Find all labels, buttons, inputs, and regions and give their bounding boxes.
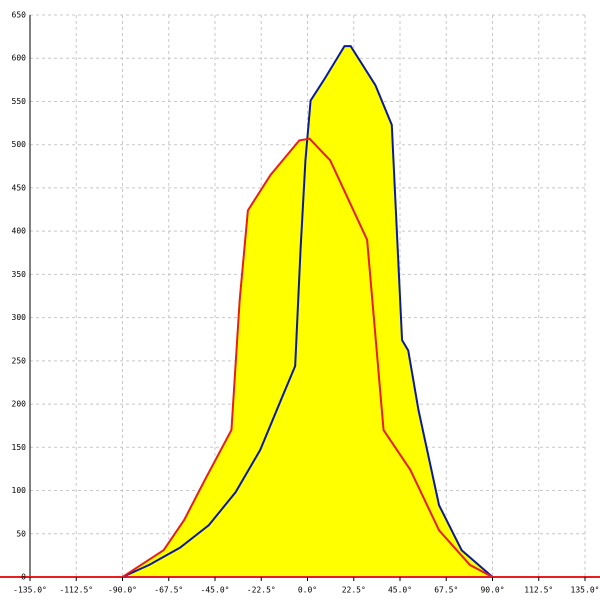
y-tick-label: 600 [12, 54, 27, 63]
y-tick-label: 200 [12, 400, 27, 409]
y-tick-label: 100 [12, 486, 27, 495]
x-tick-label: 45.0° [388, 586, 412, 595]
x-tick-label: 0.0° [298, 586, 317, 595]
x-tick-label: -67.5° [154, 586, 183, 595]
areas [122, 46, 493, 577]
y-tick-label: 500 [12, 140, 27, 149]
x-tick-label: -135.0° [13, 586, 47, 595]
y-tick-label: 450 [12, 183, 27, 192]
y-tick-label: 400 [12, 227, 27, 236]
lines [0, 45, 600, 578]
x-tick-label: 22.5° [342, 586, 366, 595]
y-tick-label: 650 [12, 11, 27, 20]
y-tick-label: 350 [12, 270, 27, 279]
x-tick-label: -45.0° [201, 586, 230, 595]
y-tick-label: 300 [12, 313, 27, 322]
line [121, 137, 493, 578]
x-tick-label: -112.5° [59, 586, 93, 595]
x-tick-label: -22.5° [247, 586, 276, 595]
y-tick-label: 150 [12, 443, 27, 452]
x-tick-label: 90.0° [480, 586, 504, 595]
y-tick-label: 50 [16, 529, 26, 538]
area [122, 138, 493, 577]
y-tick-label: 550 [12, 97, 27, 106]
line [122, 45, 494, 578]
y-tick-label: 0 [21, 573, 26, 582]
y-tick-label: 250 [12, 356, 27, 365]
x-tick-label: 112.5° [524, 586, 553, 595]
labels: 0 50 100 150 200 250 300 350 400 450 500 550 600 650 -… [12, 11, 600, 595]
x-tick-label: 135.0° [571, 586, 600, 595]
x-tick-label: -90.0° [108, 586, 137, 595]
x-tick-label: 67.5° [434, 586, 458, 595]
